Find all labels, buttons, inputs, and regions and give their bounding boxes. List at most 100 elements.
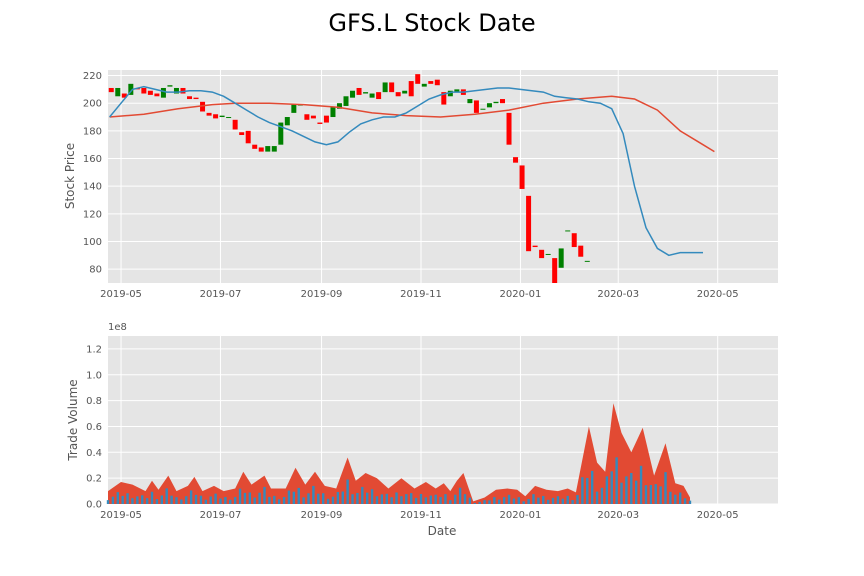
down-candle [519,165,525,189]
volume-bar [488,500,491,504]
volume-bar [180,499,183,504]
volume-bar [502,497,506,504]
down-candle [258,147,264,152]
volume-bar [688,500,692,504]
volume-bar [664,472,667,504]
up-candle [454,89,460,93]
volume-bar [312,485,315,504]
volume-bar [649,485,653,504]
volume-bar [199,495,203,504]
down-candle [232,119,238,130]
down-candle [395,92,401,97]
down-candle [500,99,506,104]
volume-bar [385,493,388,504]
up-candle [486,103,492,108]
volume-x-tick-label: 2019-07 [200,510,242,521]
up-candle [480,108,486,110]
volume-bar [248,492,252,504]
volume-bar [600,487,604,504]
down-candle [187,96,193,100]
volume-bar [625,476,628,504]
volume-x-tick-label: 2019-05 [100,510,142,521]
volume-y-tick-label: 0.0 [86,500,102,511]
price-x-tick-label: 2020-03 [597,289,639,300]
volume-bar [346,479,349,504]
chart-title: GFS.L Stock Date [328,9,535,37]
up-candle [278,122,284,145]
down-candle [473,100,479,113]
down-candle [526,195,532,252]
volume-bar [669,491,672,504]
volume-bar [277,499,281,504]
down-candle [408,81,414,97]
up-candle [382,82,388,93]
down-candle [506,112,512,145]
down-candle [121,93,127,98]
volume-bar [175,497,178,504]
volume-bar [586,478,589,504]
down-candle [213,114,219,119]
volume-bar [424,497,428,504]
volume-bar [512,498,516,504]
up-candle [115,87,121,97]
volume-bar [268,496,271,504]
volume-bar [395,492,398,504]
volume-bar [361,486,364,504]
volume-bar [610,471,613,504]
volume-bar [644,485,648,504]
volume-bar [189,490,193,504]
volume-bar [546,499,550,504]
volume-bar [116,492,119,504]
up-candle [369,93,375,98]
down-candle [239,132,245,136]
down-candle [389,82,395,93]
volume-bar [556,496,560,504]
price-y-tick-label: 100 [83,237,102,248]
volume-bar [390,497,393,504]
up-candle [363,92,369,94]
up-candle [402,90,408,94]
up-candle [558,248,564,268]
price-plot-area [108,70,778,283]
price-y-tick-label: 120 [83,209,102,220]
up-candle [219,115,225,118]
up-candle [421,83,427,87]
up-candle [565,230,571,232]
volume-bar [321,493,325,504]
volume-bar [498,499,501,504]
volume-bar [229,499,232,504]
volume-bar [121,495,124,504]
down-candle [154,93,160,97]
down-candle [434,79,440,86]
volume-bar [439,497,442,504]
volume-bar [243,492,247,504]
price-x-tick-label: 2020-05 [697,289,739,300]
up-candle [167,85,173,87]
price-y-tick-label: 160 [83,154,102,165]
volume-bar [106,500,110,504]
volume-bar [145,498,149,504]
down-candle [141,87,147,94]
down-candle [441,92,447,105]
down-candle [108,87,114,93]
up-candle [271,146,277,152]
up-candle [467,99,473,104]
price-y-tick-label: 180 [83,126,102,137]
volume-y-tick-label: 0.4 [86,448,102,459]
price-x-tick-label: 2019-07 [200,289,242,300]
up-candle [284,117,290,126]
volume-bar [654,484,657,504]
up-candle [265,146,271,152]
volume-x-tick-label: 2019-09 [301,510,343,521]
volume-bar [287,490,291,504]
volume-bar [326,498,330,504]
volume-bar [209,496,212,504]
volume-plot-area [108,336,778,504]
volume-bar [449,500,452,504]
volume-bar [566,495,569,504]
volume-bar [571,500,574,504]
short-moving-average-line [109,85,703,257]
down-candle [532,245,538,248]
volume-x-tick-label: 2019-11 [400,510,442,521]
